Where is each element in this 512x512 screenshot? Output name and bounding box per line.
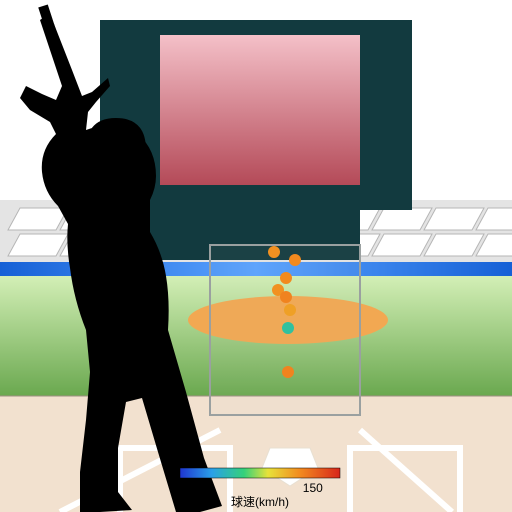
legend-tick: 150 bbox=[303, 481, 323, 495]
pitch-marker bbox=[289, 254, 301, 266]
pitch-marker bbox=[268, 246, 280, 258]
pitch-marker bbox=[280, 291, 292, 303]
pitch-marker bbox=[282, 322, 294, 334]
pitch-marker bbox=[280, 272, 292, 284]
pitch-marker bbox=[282, 366, 294, 378]
pitch-marker bbox=[284, 304, 296, 316]
pitch-chart: 100 150 球速(km/h) bbox=[0, 0, 512, 512]
legend-title: 球速(km/h) bbox=[231, 495, 289, 509]
legend-tick: 100 bbox=[170, 481, 190, 495]
chart-svg: 100 150 球速(km/h) bbox=[0, 0, 512, 512]
